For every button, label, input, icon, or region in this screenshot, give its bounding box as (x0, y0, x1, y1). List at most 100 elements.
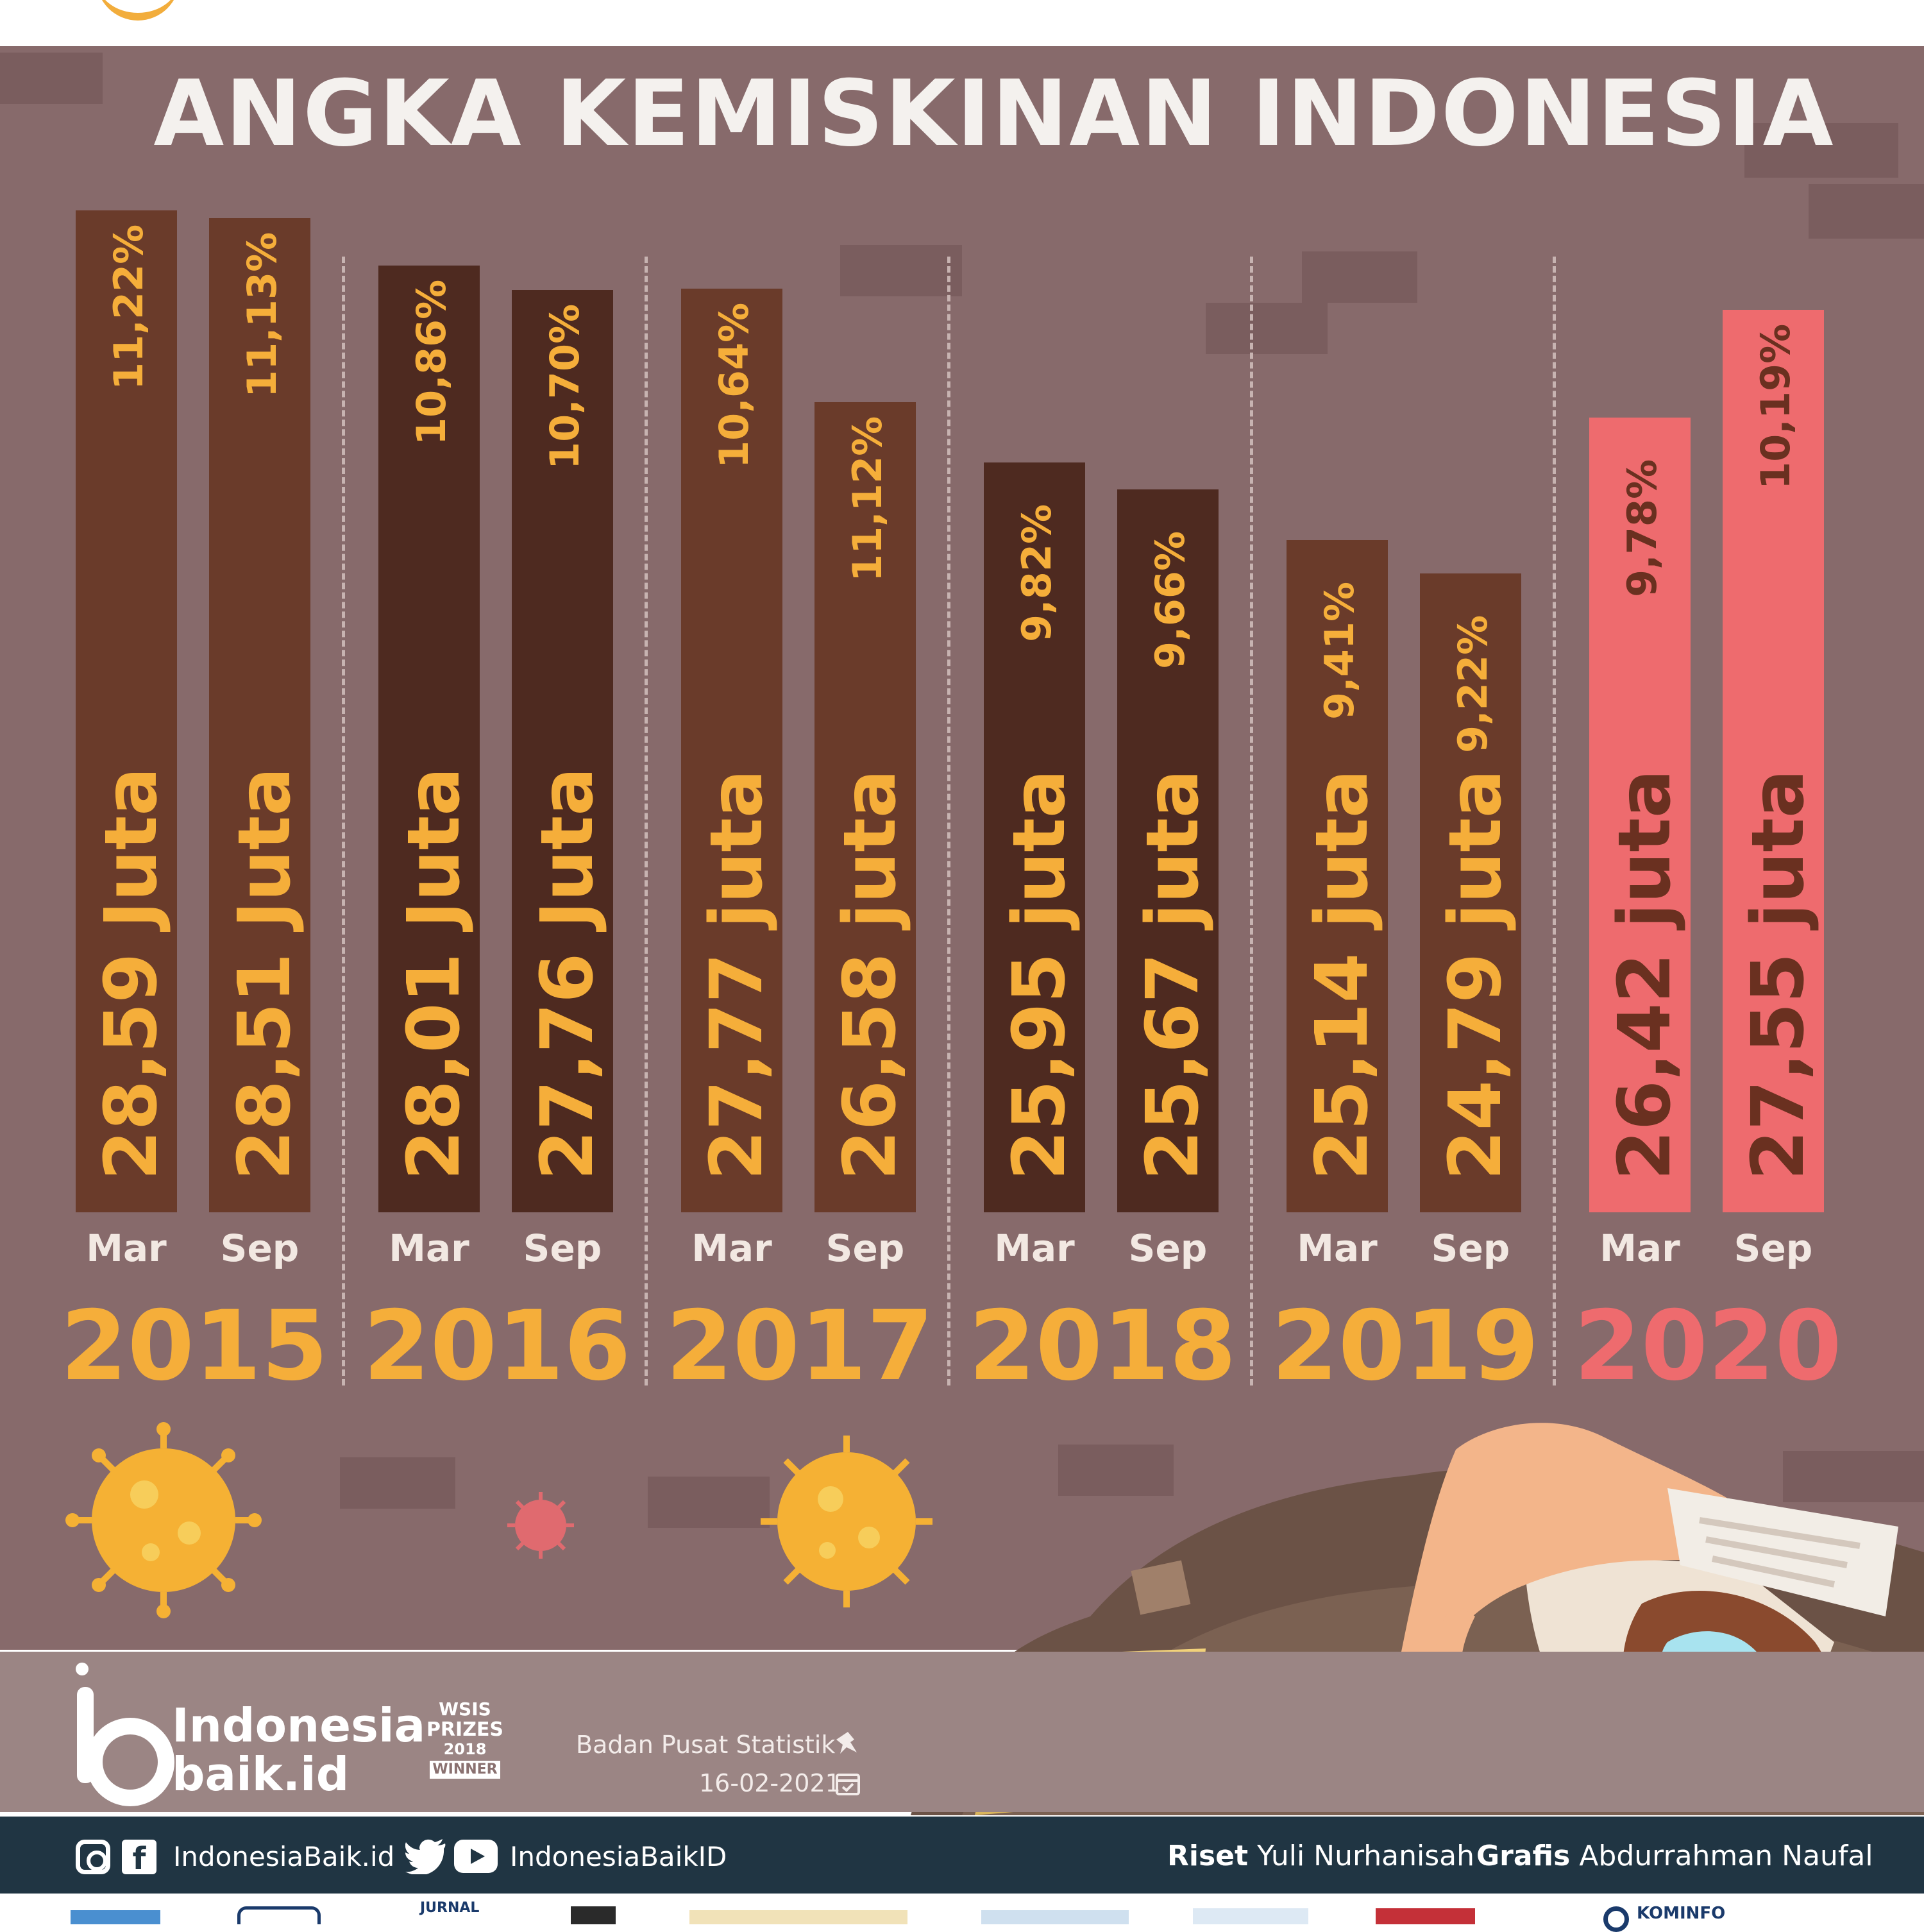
year-label: 2018 (968, 1291, 1236, 1402)
youtube-icon[interactable] (454, 1840, 498, 1873)
research-credit: Riset Yuli Nurhanisah (1167, 1840, 1474, 1872)
month-label: Sep (1734, 1226, 1813, 1270)
award-line3: 2018 (443, 1740, 487, 1758)
bar-value-label: 27,76 Juta (526, 767, 609, 1180)
partner-logo (689, 1910, 907, 1924)
month-label: Sep (825, 1226, 905, 1270)
year-label: 2015 (60, 1291, 328, 1402)
source-date: 16-02-2021 (699, 1769, 841, 1797)
partner-kominfo: KOMINFO (1637, 1904, 1726, 1923)
month-label: Mar (691, 1226, 772, 1270)
bar-value-label: 28,59 Juta (90, 767, 173, 1180)
indonesiabaik-logo-icon (76, 1663, 89, 1675)
partner-logo (1376, 1908, 1475, 1924)
partner-logo (71, 1910, 160, 1924)
brick (1783, 1451, 1924, 1502)
month-label: Mar (86, 1226, 167, 1270)
bar (984, 462, 1085, 1212)
year-label: 2017 (666, 1291, 934, 1402)
group-divider (645, 257, 648, 1385)
partner-logo (237, 1906, 321, 1924)
bar (76, 210, 177, 1212)
group-divider (342, 257, 345, 1385)
brick (1302, 251, 1417, 303)
bar-value-label: 25,95 juta (998, 769, 1081, 1181)
month-label: Mar (1297, 1226, 1378, 1270)
footer-strip (0, 1652, 1924, 1812)
brick (1206, 303, 1328, 354)
bar-percent-label: 9,82% (1013, 504, 1060, 642)
month-label: Sep (1431, 1226, 1510, 1270)
award-line4: WINNER (430, 1761, 500, 1779)
bar-percent-label: 9,41% (1316, 581, 1363, 720)
bar-value-label: 24,79 juta (1434, 769, 1517, 1181)
graphic-label: Grafis (1476, 1840, 1571, 1872)
pin-icon (835, 1731, 861, 1756)
brick (1058, 1445, 1174, 1496)
kominfo-logo-icon (1603, 1906, 1629, 1932)
bar-percent-label: 9,22% (1449, 614, 1496, 753)
bar (512, 290, 613, 1212)
bar-value-label: 28,01 Juta (392, 767, 476, 1180)
indonesiabaik-logo-mark (77, 1687, 174, 1806)
brick (840, 245, 962, 296)
bar (681, 289, 782, 1212)
top-margin (0, 0, 1924, 46)
bar-value-label: 26,58 juta (829, 769, 912, 1181)
social-handle-1[interactable]: IndonesiaBaik.id (173, 1841, 395, 1872)
logo-arc-icon (96, 0, 180, 21)
bar-percent-label: 10,86% (408, 279, 455, 445)
bar-value-label: 27,77 juta (695, 769, 779, 1181)
month-label: Mar (1599, 1226, 1680, 1270)
month-label: Sep (220, 1226, 300, 1270)
social-handle-2[interactable]: IndonesiaBaikID (510, 1841, 727, 1872)
bar-value-label: 26,42 juta (1603, 769, 1687, 1181)
year-label: 2020 (1574, 1291, 1842, 1402)
year-label: 2016 (363, 1291, 631, 1402)
group-divider (1250, 257, 1253, 1385)
wsis-award-badge: WSIS PRIZES 2018 WINNER (410, 1690, 519, 1806)
award-line2: PRIZES (426, 1718, 504, 1741)
facebook-icon[interactable]: f (122, 1840, 156, 1877)
month-label: Mar (389, 1226, 469, 1270)
brand-line1: Indonesia (172, 1699, 426, 1752)
bar-value-label: 25,14 juta (1301, 769, 1384, 1181)
bar (1287, 540, 1388, 1212)
bar (1420, 573, 1521, 1212)
brick (1744, 123, 1898, 178)
group-divider (1553, 257, 1556, 1385)
bar-percent-label: 9,66% (1147, 530, 1194, 669)
partner-logo (981, 1910, 1129, 1924)
bar-value-label: 25,67 juta (1131, 769, 1215, 1181)
chart-title: ANGKA KEMISKINAN INDONESIA (153, 61, 1835, 167)
twitter-icon[interactable] (405, 1838, 446, 1876)
bar (814, 402, 916, 1212)
footer-social-bar (0, 1817, 1924, 1894)
bar (1723, 310, 1824, 1212)
graphic-credit: Grafis Abdurrahman Naufal (1476, 1840, 1873, 1872)
graphic-name: Abdurrahman Naufal (1579, 1840, 1873, 1872)
bar (378, 266, 480, 1212)
bar-value-label: 28,51 Juta (223, 767, 307, 1180)
group-divider (947, 257, 950, 1385)
award-line1: WSIS (439, 1699, 491, 1720)
year-label: 2019 (1271, 1291, 1539, 1402)
bar-percent-label: 11,13% (239, 232, 285, 398)
brick (340, 1457, 455, 1509)
bar-percent-label: 10,70% (541, 303, 588, 470)
source-name: Badan Pusat Statistik (576, 1731, 836, 1759)
bar-percent-label: 11,22% (105, 224, 152, 390)
bar-percent-label: 10,19% (1752, 323, 1799, 489)
instagram-icon[interactable] (76, 1840, 110, 1874)
bar-percent-label: 10,64% (711, 302, 757, 468)
partner-logo (1193, 1908, 1308, 1924)
month-label: Mar (994, 1226, 1075, 1270)
brick (1809, 184, 1924, 239)
brand-line2: baik.id (172, 1747, 350, 1801)
partner-logo (571, 1906, 616, 1924)
research-label: Riset (1167, 1840, 1249, 1872)
calendar-icon (835, 1770, 861, 1796)
bar (1117, 489, 1219, 1212)
month-label: Sep (523, 1226, 602, 1270)
